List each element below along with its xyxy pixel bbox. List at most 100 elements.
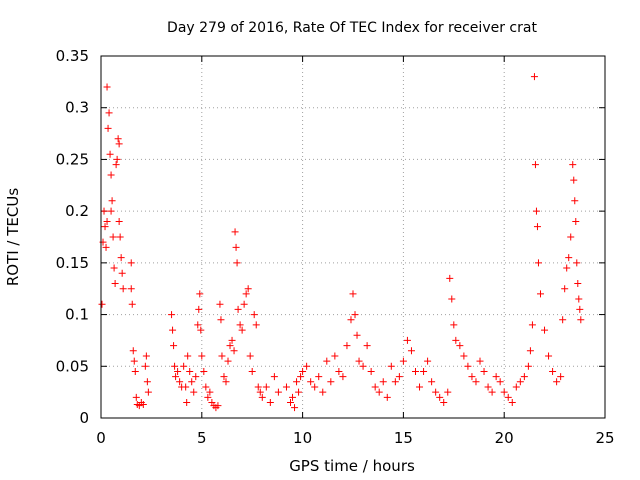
data-point: [206, 388, 214, 396]
data-point: [101, 223, 109, 231]
data-point: [109, 233, 117, 241]
data-point: [228, 336, 236, 344]
data-point: [117, 254, 125, 262]
data-point: [105, 109, 113, 117]
data-point: [500, 388, 508, 396]
data-point: [526, 347, 534, 355]
x-tick-label: 20: [495, 429, 514, 447]
data-point: [545, 352, 553, 360]
y-axis-label: ROTI / TECUs: [4, 188, 22, 286]
data-point: [444, 388, 452, 396]
data-point: [103, 217, 111, 225]
data-point: [186, 367, 194, 375]
data-point: [256, 388, 264, 396]
data-point: [200, 367, 208, 375]
data-point: [169, 326, 177, 334]
data-point: [176, 378, 184, 386]
data-point: [293, 378, 301, 386]
data-point: [315, 373, 323, 381]
data-point: [132, 393, 140, 401]
data-point: [299, 367, 307, 375]
data-point: [553, 378, 561, 386]
data-point: [295, 388, 303, 396]
data-point: [403, 336, 411, 344]
data-point: [231, 228, 239, 236]
data-point: [524, 362, 532, 370]
data-point: [250, 311, 258, 319]
data-point: [108, 197, 116, 205]
data-point: [182, 383, 190, 391]
data-point: [107, 171, 115, 179]
data-point: [217, 316, 225, 324]
data-point: [399, 357, 407, 365]
data-point: [143, 378, 151, 386]
data-point: [448, 295, 456, 303]
data-point: [379, 378, 387, 386]
tick-labels: 0 5 10 15 20 25 0 0.05 0.1 0.15 0.2 0.25 0.3 0.35: [56, 47, 615, 447]
data-point: [343, 342, 351, 350]
data-point: [311, 383, 319, 391]
data-point: [131, 367, 139, 375]
data-point: [196, 290, 204, 298]
data-point: [127, 285, 135, 293]
data-point: [567, 233, 575, 241]
data-point: [440, 398, 448, 406]
data-point: [197, 326, 205, 334]
data-point: [184, 352, 192, 360]
data-point: [488, 388, 496, 396]
y-tick-label: 0.35: [56, 47, 89, 65]
data-point: [258, 393, 266, 401]
data-point: [107, 207, 115, 215]
data-point: [363, 342, 371, 350]
data-point: [266, 398, 274, 406]
data-point: [347, 316, 355, 324]
data-point: [534, 259, 542, 267]
data-point: [452, 336, 460, 344]
data-point: [116, 233, 124, 241]
data-point: [561, 285, 569, 293]
y-tick-label: 0.15: [56, 254, 89, 272]
data-point: [232, 243, 240, 251]
data-point: [130, 357, 138, 365]
data-point: [224, 357, 232, 365]
data-point: [339, 373, 347, 381]
data-point: [570, 176, 578, 184]
grid-lines: [101, 56, 605, 418]
data-point: [289, 393, 297, 401]
data-point: [530, 73, 538, 81]
data-point: [563, 264, 571, 272]
data-point: [575, 295, 583, 303]
data-point: [104, 124, 112, 132]
data-point: [248, 367, 256, 375]
data-point: [416, 383, 424, 391]
data-point: [98, 300, 106, 308]
data-point: [102, 243, 110, 251]
data-point: [512, 383, 520, 391]
data-point: [190, 388, 198, 396]
data-point: [106, 150, 114, 158]
data-point: [115, 140, 123, 148]
data-point: [359, 362, 367, 370]
data-point: [262, 383, 270, 391]
chart-title: Day 279 of 2016, Rate Of TEC Index for r…: [167, 20, 537, 36]
data-point: [536, 290, 544, 298]
data-points: [98, 73, 585, 412]
data-point: [565, 254, 573, 262]
data-point: [183, 398, 191, 406]
data-point: [220, 373, 228, 381]
data-point: [174, 367, 182, 375]
data-point: [375, 388, 383, 396]
data-point: [395, 373, 403, 381]
data-point: [115, 217, 123, 225]
data-point: [234, 305, 242, 313]
data-point: [129, 347, 137, 355]
data-point: [577, 316, 585, 324]
data-point: [504, 393, 512, 401]
data-point: [103, 83, 111, 91]
axis-ticks: [100, 55, 606, 419]
data-point: [119, 285, 127, 293]
data-point: [142, 352, 150, 360]
data-point: [559, 316, 567, 324]
y-tick-label: 0.3: [65, 99, 89, 117]
